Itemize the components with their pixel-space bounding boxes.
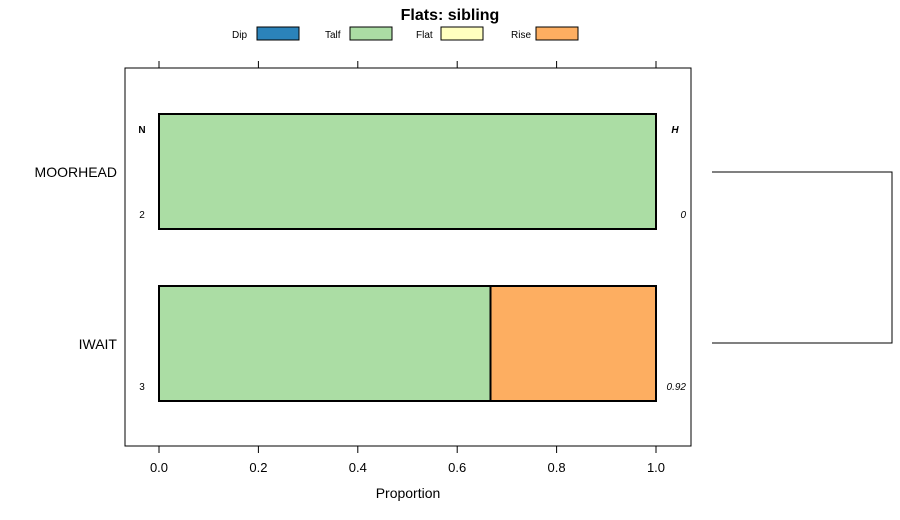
bars <box>158 113 657 402</box>
legend-swatch-dip <box>256 26 300 41</box>
h-value: 0 <box>680 210 686 221</box>
x-tick-label: 0.8 <box>548 460 566 475</box>
plot-frame <box>124 67 692 447</box>
h-value: 0.92 <box>667 382 687 393</box>
legend-swatch-rise <box>535 26 579 41</box>
bar-iwait-talf <box>158 285 492 402</box>
category-labels: MOORHEAD IWAIT <box>35 164 118 352</box>
dendrogram <box>712 171 893 344</box>
x-axis-label: Proportion <box>376 485 441 501</box>
category-label-iwait: IWAIT <box>79 336 118 352</box>
legend-swatch-flat <box>440 26 484 41</box>
category-label-moorhead: MOORHEAD <box>35 164 117 180</box>
legend-label-flat: Flat <box>416 30 433 41</box>
x-tick-label: 1.0 <box>647 460 665 475</box>
legend-swatch-talf <box>349 26 393 41</box>
bar-iwait-rise <box>489 285 657 402</box>
legend-label-dip: Dip <box>232 30 247 41</box>
chart-title: Flats: sibling <box>401 7 500 24</box>
legend-label-talf: Talf <box>325 30 341 41</box>
x-tick-label: 0.6 <box>448 460 466 475</box>
n-value: 2 <box>139 210 145 221</box>
n-value: 3 <box>139 382 145 393</box>
x-tick-label: 0.4 <box>349 460 367 475</box>
n-column-header: N <box>138 125 145 136</box>
side-columns: N H 2 0 3 0.92 <box>138 125 686 393</box>
x-tick-label: 0.2 <box>249 460 267 475</box>
bar-moorhead-talf <box>158 113 657 230</box>
legend: Dip Talf Flat Rise <box>232 26 579 41</box>
axis-ticks: 0.0 0.2 0.4 0.6 0.8 1.0 <box>150 61 665 475</box>
legend-label-rise: Rise <box>511 30 531 41</box>
h-column-header: H <box>671 125 679 136</box>
x-tick-label: 0.0 <box>150 460 168 475</box>
